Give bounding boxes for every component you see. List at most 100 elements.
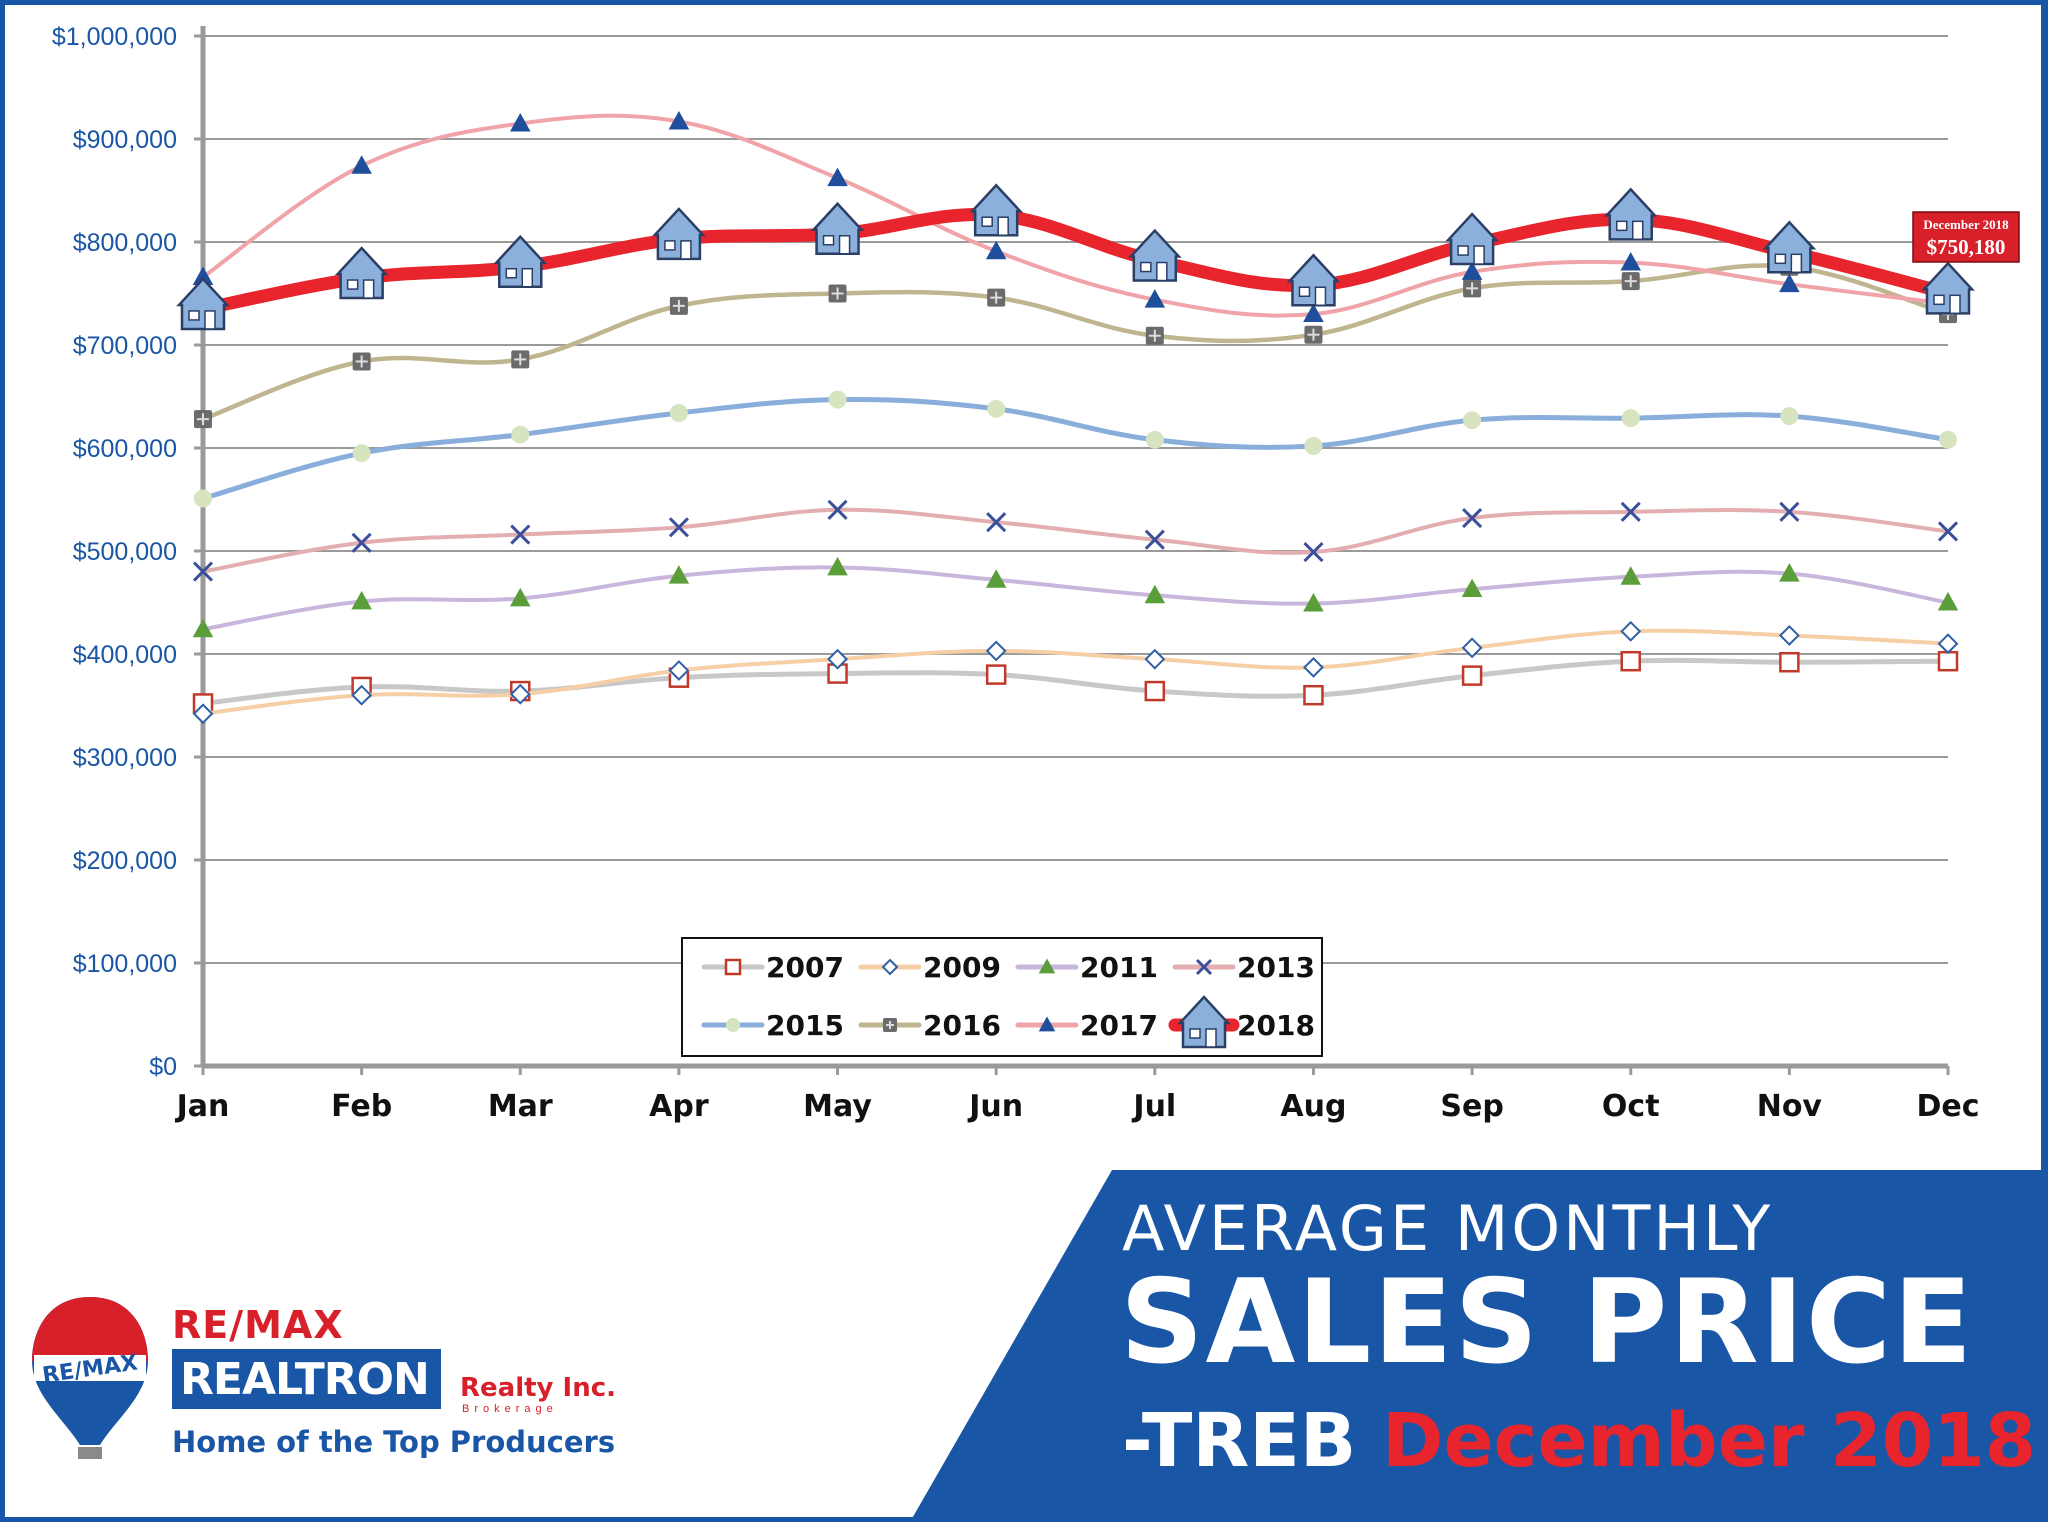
point-marker xyxy=(1937,650,1959,672)
point-marker xyxy=(1304,325,1323,344)
point-marker-stroke xyxy=(1779,501,1800,522)
point-marker xyxy=(1939,430,1957,449)
house-door xyxy=(1473,245,1485,265)
y-tick-label: $200,000 xyxy=(73,847,177,875)
point-marker xyxy=(1144,529,1165,550)
house-window xyxy=(1774,253,1787,265)
point-marker xyxy=(1461,637,1483,659)
house-marker-icon xyxy=(1286,253,1341,307)
remax-wordmark: RE/MAX xyxy=(172,1303,344,1347)
point-marker xyxy=(1462,507,1483,529)
point-marker xyxy=(827,556,848,576)
house-window xyxy=(822,235,835,246)
x-tick-label: Mar xyxy=(488,1089,553,1124)
house-marker-icon xyxy=(1445,212,1499,266)
balloon-icon: RE/MAX xyxy=(32,1297,148,1459)
point-marker xyxy=(985,569,1007,588)
point-marker xyxy=(352,352,371,371)
x-tick-label: Jul xyxy=(1131,1089,1176,1124)
house-door xyxy=(1205,1028,1217,1048)
house-body xyxy=(334,246,389,300)
house-body xyxy=(652,207,706,261)
series-lines xyxy=(176,110,1975,725)
point-marker xyxy=(726,1018,740,1032)
house-marker-icon xyxy=(334,246,389,300)
x-tick-label: Apr xyxy=(649,1089,709,1124)
point-marker xyxy=(192,703,214,725)
point-marker xyxy=(351,532,372,553)
point-marker xyxy=(1145,430,1164,449)
point-marker xyxy=(1144,680,1166,702)
point-marker xyxy=(668,110,690,130)
point-marker-stroke xyxy=(1937,521,1959,542)
point-marker xyxy=(1195,958,1213,976)
legend-label: 2007 xyxy=(766,951,844,984)
point-marker xyxy=(1461,578,1483,598)
point-marker xyxy=(1145,326,1164,345)
legend-label: 2009 xyxy=(923,951,1001,984)
x-axis-tick-labels: Jan Feb Mar Apr May Jun Jul Aug Sep Oct Nov Dec xyxy=(175,1089,1980,1124)
house-window xyxy=(1140,261,1152,273)
point-marker xyxy=(1621,272,1640,291)
house-marker-icon xyxy=(1127,228,1182,282)
point-marker xyxy=(1937,633,1959,655)
house-window xyxy=(188,310,200,321)
point-marker-stroke xyxy=(1144,529,1165,550)
point-marker-stroke xyxy=(827,499,848,520)
point-marker xyxy=(1463,411,1482,430)
house-window xyxy=(981,216,993,227)
point-marker xyxy=(1780,407,1799,426)
point-marker xyxy=(194,410,212,429)
point-marker xyxy=(828,390,847,409)
callout-box xyxy=(1912,211,2020,263)
house-door xyxy=(1790,253,1803,274)
remax-text: RE/MAX xyxy=(172,1303,344,1347)
house-door xyxy=(680,240,692,260)
legend-label: 2018 xyxy=(1237,1009,1315,1042)
house-door xyxy=(1631,220,1644,241)
point-marker-stroke xyxy=(510,524,531,545)
point-marker xyxy=(828,284,847,303)
point-marker xyxy=(351,684,373,706)
house-door xyxy=(204,310,216,330)
point-marker xyxy=(351,155,372,174)
x-tick-label: May xyxy=(803,1089,872,1124)
house-marker-icon xyxy=(969,183,1024,237)
x-tick-label: Jun xyxy=(967,1089,1023,1124)
series-line-2015 xyxy=(200,396,1951,501)
point-marker xyxy=(1620,650,1641,672)
house-body xyxy=(1603,187,1658,241)
gridlines xyxy=(203,35,1948,964)
remax-logo: RE/MAX RE/MAX REALTRON Realty Inc. Broke… xyxy=(30,1295,650,1465)
point-marker-stroke xyxy=(351,532,372,553)
point-marker xyxy=(511,350,530,369)
house-door xyxy=(362,279,375,299)
banner-title-line3: -TREB December 2018 xyxy=(1122,1398,2036,1484)
point-marker xyxy=(1779,651,1800,673)
point-marker xyxy=(827,499,848,520)
point-marker xyxy=(509,113,531,132)
point-marker xyxy=(192,561,214,582)
x-tick-label: Nov xyxy=(1757,1089,1823,1124)
y-tick-label: $400,000 xyxy=(73,641,177,669)
series-2015 xyxy=(194,390,1957,508)
point-marker xyxy=(1304,436,1323,455)
point-marker xyxy=(1620,501,1641,522)
legend-label: 2017 xyxy=(1080,1009,1158,1042)
x-tick-label: Oct xyxy=(1602,1089,1660,1124)
legend-label: 2013 xyxy=(1237,951,1315,984)
series-line-2017 xyxy=(201,113,1950,318)
house-body xyxy=(969,183,1024,237)
point-marker-stroke xyxy=(1462,507,1483,529)
point-marker xyxy=(1779,563,1800,582)
house-window xyxy=(1457,245,1469,256)
point-marker xyxy=(1937,521,1959,542)
point-marker-stroke xyxy=(1303,541,1324,563)
point-marker-stroke xyxy=(986,512,1007,533)
point-marker xyxy=(511,425,530,444)
series-line-2018 xyxy=(196,208,1955,316)
y-tick-label: $500,000 xyxy=(73,538,177,566)
house-door xyxy=(997,216,1009,236)
series-2018 xyxy=(176,183,1975,331)
house-marker-icon xyxy=(1762,220,1817,274)
